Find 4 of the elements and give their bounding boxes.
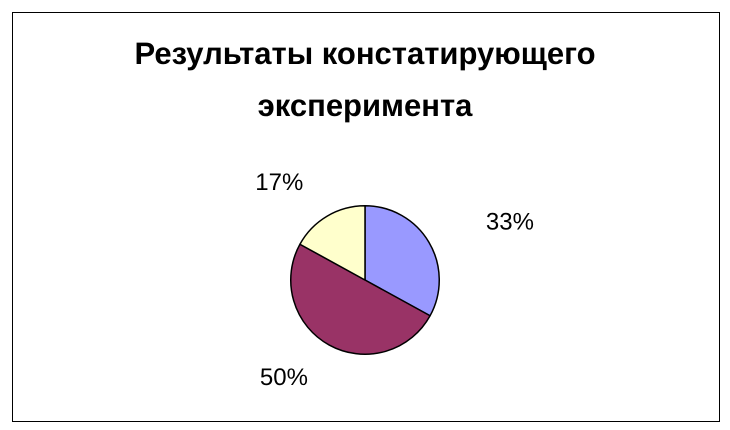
data-label: 50% (260, 364, 308, 391)
data-label: 33% (486, 208, 534, 236)
chart-title: Результаты констатирующего эксперимента (133, 35, 597, 125)
data-label: 17% (255, 169, 304, 196)
